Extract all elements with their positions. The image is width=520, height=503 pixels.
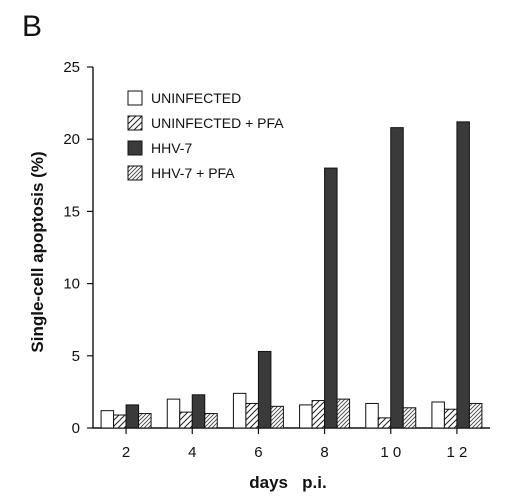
bar <box>100 410 115 429</box>
legend-swatch <box>127 140 143 156</box>
panel-label: B <box>22 10 42 43</box>
bars <box>100 121 483 429</box>
legend-label: HHV-7 + PFA <box>151 165 235 181</box>
y-tick-label: 25 <box>63 59 80 76</box>
y-axis: 0 5 10 15 20 25 <box>63 59 94 437</box>
bar <box>468 402 483 429</box>
x-tick-label: 6 <box>254 444 262 461</box>
bar <box>324 167 338 429</box>
y-axis-title: Single-cell apoptosis (%) <box>28 151 47 352</box>
legend-label: UNINFECTED + PFA <box>151 115 284 131</box>
bar <box>443 408 458 429</box>
bar <box>377 417 392 429</box>
legend-swatch <box>127 90 143 106</box>
legend-label: UNINFECTED <box>151 90 241 106</box>
x-tick-label: 8 <box>320 444 328 461</box>
bar <box>402 407 417 429</box>
bar <box>299 404 313 429</box>
bar <box>270 405 284 429</box>
bar <box>245 402 259 429</box>
bar <box>232 392 247 429</box>
x-axis-title: days p.i. <box>249 473 326 492</box>
y-tick-label: 5 <box>72 348 80 365</box>
legend: UNINFECTED UNINFECTED + PFA HHV-7 HHV-7 + P… <box>127 90 284 181</box>
bar <box>138 413 152 429</box>
bar <box>191 394 206 429</box>
y-tick-label: 15 <box>63 203 80 220</box>
y-tick-label: 10 <box>63 276 80 293</box>
legend-label: HHV-7 <box>151 140 192 156</box>
y-tick-label: 0 <box>72 420 80 437</box>
bar <box>431 401 445 429</box>
bar <box>257 350 272 429</box>
x-tick-label: 1 0 <box>380 444 401 461</box>
y-tick-label: 20 <box>63 131 80 148</box>
bar <box>390 127 404 429</box>
x-tick-label: 4 <box>188 444 196 461</box>
bar <box>166 398 181 429</box>
legend-swatch <box>127 115 143 131</box>
x-tick-label: 2 <box>122 444 130 461</box>
bar <box>125 404 140 429</box>
bar <box>336 398 351 429</box>
x-tick-label: 1 2 <box>446 444 467 461</box>
x-axis: 2 4 6 8 1 0 1 2 <box>93 427 490 461</box>
bar <box>204 413 218 429</box>
bar <box>365 402 379 429</box>
legend-swatch <box>127 165 143 181</box>
bar <box>456 121 470 429</box>
bar <box>179 411 193 429</box>
bar <box>311 400 326 429</box>
bar <box>113 414 127 429</box>
